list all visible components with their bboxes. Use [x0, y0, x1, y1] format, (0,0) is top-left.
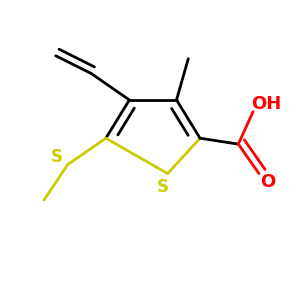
Text: OH: OH	[251, 95, 281, 113]
Text: S: S	[51, 148, 63, 166]
Text: O: O	[260, 173, 275, 191]
Text: S: S	[157, 178, 169, 196]
